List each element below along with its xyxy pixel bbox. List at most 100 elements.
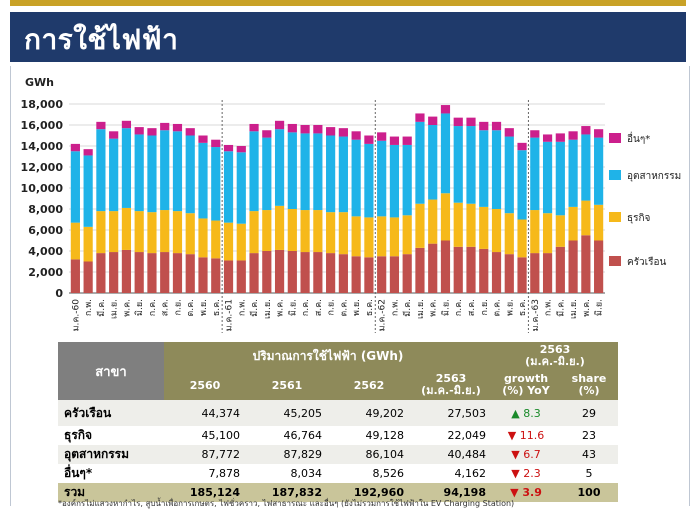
bar-segment — [198, 135, 208, 143]
cell-growth: ▼ 2.3 — [492, 464, 560, 483]
bar-segment — [262, 210, 272, 251]
cell-2563: 27,503 — [447, 406, 487, 420]
bar-segment — [351, 131, 361, 140]
bar-segment — [453, 126, 463, 203]
table-row: ธุรกิจ 45,100 46,764 49,128 22,049 ▼ 11.… — [58, 426, 618, 445]
x-tick-label: ต.ค. — [339, 299, 349, 317]
bar-segment — [326, 135, 336, 213]
bar-segment — [440, 113, 451, 194]
bar-segment — [96, 253, 106, 293]
col-branch-header: สาขา — [58, 342, 164, 400]
growth-value: 11.6 — [519, 429, 545, 442]
bar-segment — [402, 144, 412, 216]
bar-segment — [83, 149, 93, 156]
bar-segment — [581, 134, 591, 201]
bar-segment — [453, 202, 463, 247]
x-tick-label: มี.ค. — [249, 299, 260, 317]
bar-segment — [504, 213, 514, 255]
bar-segment — [555, 215, 565, 247]
bar-segment — [491, 130, 502, 209]
bar-segment — [415, 121, 425, 204]
bar-segment — [236, 152, 246, 224]
bar-segment — [351, 216, 361, 257]
y-tick-label: 16,000 — [21, 119, 64, 132]
x-tick-label: พ.ค. — [122, 299, 132, 317]
bar-segment — [313, 133, 323, 211]
bar-segment — [198, 142, 208, 219]
bar-segment — [262, 137, 272, 211]
bar-segment — [428, 199, 438, 244]
cell-2562: 192,960 — [353, 486, 404, 499]
bar-segment — [160, 122, 170, 131]
bar-segment — [300, 133, 310, 211]
legend-label: อื่นๆ* — [627, 131, 650, 145]
cell-2560: 44,374 — [201, 406, 241, 420]
bar-segment — [249, 123, 259, 132]
bar-segment — [134, 134, 144, 212]
col-2561: 2561 — [246, 370, 328, 400]
bar-segment — [517, 219, 527, 258]
arrow-down-icon: ▼ — [511, 448, 520, 461]
content-panel: GWh 0 2,000 4,000 6,000 8,000 10,000 12,000 14,0… — [10, 66, 690, 506]
bar-segment — [504, 128, 514, 137]
bar-segment — [581, 126, 591, 135]
bar-segment — [198, 218, 208, 258]
y-axis-unit-label: GWh — [25, 76, 54, 89]
y-tick-label: 14,000 — [21, 140, 64, 153]
cell-2563: 40,484 — [447, 448, 487, 461]
x-tick-label: ม.ค.-62 — [378, 299, 388, 331]
bar-segment — [262, 130, 272, 138]
x-tick-label: มี.ค. — [96, 299, 107, 317]
bar-segment — [96, 211, 106, 254]
growth-value: 2.3 — [523, 467, 541, 480]
y-tick-label: 12,000 — [21, 161, 64, 174]
row-name: ธุรกิจ — [64, 428, 93, 442]
legend-swatch — [609, 133, 621, 143]
bar-segment — [185, 213, 195, 255]
bar-segment — [96, 129, 106, 212]
bar-segment — [542, 253, 553, 293]
cell-2561: 87,829 — [283, 448, 323, 461]
table-row: อื่นๆ* 7,878 8,034 8,526 4,162 ▼ 2.3 5 — [58, 464, 618, 483]
title-banner: การใช้ไฟฟ้า — [10, 12, 686, 62]
cell-2561: 45,205 — [283, 406, 323, 420]
bar-segment — [160, 130, 170, 211]
summary-table: สาขา ปริมาณการใช้ไฟฟ้า (GWh) 2563 (ม.ค.-… — [58, 342, 618, 502]
bar-segment — [236, 146, 246, 153]
y-tick-label: 2,000 — [28, 266, 63, 279]
bar-segment — [415, 113, 425, 122]
x-tick-label: เม.ย. — [569, 299, 579, 319]
bar-segment — [428, 116, 438, 125]
col-growth-label: growth — [503, 372, 549, 385]
bar-segment — [377, 132, 387, 141]
bar-segment — [121, 120, 132, 129]
page-title: การใช้ไฟฟ้า — [24, 23, 179, 56]
x-tick-label: ก.ย. — [480, 299, 490, 315]
bar-segment — [594, 204, 604, 241]
bar-segment — [287, 123, 297, 133]
bar-segment — [530, 137, 540, 211]
table-row: อุตสาหกรรม 87,772 87,829 86,104 40,484 ▼… — [58, 445, 618, 464]
bar-segment — [555, 133, 565, 142]
bar-segment — [287, 209, 297, 251]
cell-growth: ▼ 11.6 — [492, 426, 560, 445]
x-tick-label: ม.ค.-60 — [71, 299, 81, 332]
arrow-down-icon: ▼ — [510, 486, 519, 499]
cell-share: 43 — [582, 448, 596, 461]
bar-segment — [274, 205, 285, 250]
bar-segment — [504, 136, 514, 214]
table-row: ครัวเรือน 44,374 45,205 49,202 27,503 ▲ … — [58, 400, 618, 426]
x-tick-label: พ.ย. — [352, 299, 362, 316]
bar-segment — [134, 211, 144, 253]
x-tick-label: เม.ย. — [263, 299, 273, 319]
bar-segment — [530, 253, 540, 293]
arrow-up-icon: ▲ — [511, 406, 520, 420]
bar-segment — [147, 128, 157, 136]
x-tick-label: ม.ค.-63 — [531, 299, 541, 331]
bar-segment — [389, 217, 400, 257]
bar-segment — [172, 123, 183, 132]
bar-segment — [249, 131, 259, 212]
col-growth: growth (%) YoY — [492, 370, 560, 400]
bar-segment — [542, 213, 553, 254]
legend-label: ธุรกิจ — [627, 213, 651, 224]
